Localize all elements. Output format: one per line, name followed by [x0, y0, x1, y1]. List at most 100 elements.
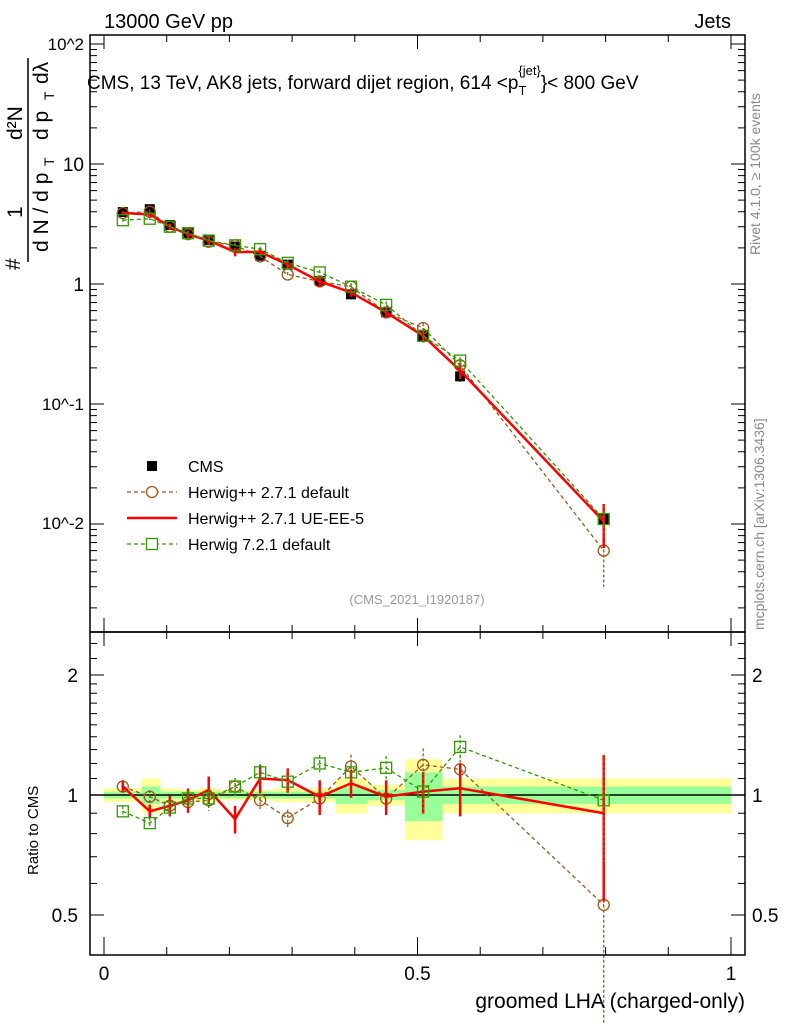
rivet-label: Rivet 4.1.0, ≥ 100k events	[747, 93, 763, 255]
analysis-label: (CMS_2021_I1920187)	[349, 592, 484, 607]
ratio-tick-label: 1	[67, 786, 78, 807]
ratio-tick-label-right: 0.5	[752, 906, 778, 927]
herwig-7-2-1-default-point	[253, 243, 267, 256]
mcplots-label: mcplots.cern.ch [arXiv:1306.3436]	[751, 418, 767, 630]
legend: CMS Herwig++ 2.7.1 default Herwig++ 2.7.1 …	[127, 459, 364, 554]
herwig-7-2-1-default-ratio-point	[281, 775, 294, 788]
y-tick-label-0.01: 10^-2	[42, 514, 84, 533]
herwig-2-7-1-ue-ee-5-ratio-point	[318, 795, 322, 799]
chart-title: CMS, 13 TeV, AK8 jets, forward dijet reg…	[87, 63, 639, 98]
title-post: }< 800 GeV	[541, 73, 639, 94]
ratio-tick-label: 2	[67, 666, 78, 687]
herwig-2-7-1-ue-ee-5-point	[318, 279, 322, 283]
cms-point	[230, 241, 241, 252]
y-tick-label-1: 1	[73, 275, 84, 296]
herwig-2-7-1-ue-ee-5-ratio-point	[233, 817, 237, 821]
herwig-2-7-1-ue-ee-5-point	[186, 232, 190, 236]
herwig-2-7-1-ue-ee-5-ratio-point	[207, 788, 211, 792]
herwig-2-7-1-ue-ee-5-ratio-point	[458, 786, 462, 790]
herwig-7-2-1-default-point	[181, 227, 195, 240]
herwig-7-2-1-default-ratio-point	[116, 805, 129, 818]
y-tick-label-0.1: 10^-1	[42, 395, 84, 414]
herwig-7-2-1-default-point	[202, 234, 215, 247]
herwig-7-2-1-default-ratio-line	[122, 746, 604, 824]
ratio-tick-label: 0.5	[52, 906, 78, 927]
herwig-2-7-1-ue-ee-5-ratio-line	[121, 777, 604, 822]
herwig-7-2-1-default-point	[597, 512, 610, 526]
herwig-7-2-1-default-ratio-point	[253, 766, 267, 779]
title-sub: T	[518, 83, 526, 98]
ylabel-t2: T	[41, 91, 57, 100]
ylabel-d2n: d²N	[4, 106, 27, 140]
legend-cms-label: CMS	[188, 459, 224, 476]
herwig-7-2-1-default-ratio-point	[202, 792, 215, 805]
x-axis-label: groomed LHA (charged-only)	[475, 990, 745, 1013]
y-tick-label-100: 10^2	[48, 35, 84, 54]
ylabel-num: 1	[4, 206, 27, 218]
herwig-2-7-1-default-point	[313, 275, 326, 288]
herwig-7-2-1-default-point	[163, 220, 176, 233]
x-tick-label: 1	[726, 964, 737, 985]
herwig-7-2-1-default-point	[116, 214, 129, 227]
ratio-tick-label-right: 2	[752, 666, 763, 687]
ylabel-hash: #	[2, 258, 25, 270]
herwig-7-2-1-default-point	[379, 298, 393, 312]
herwig-2-7-1-default-ratio-line	[122, 764, 605, 906]
ratio-y-label: Ratio to CMS	[25, 786, 42, 875]
herwig-2-7-1-default-line	[122, 211, 605, 552]
legend-herwig-2-7-1-default-marker	[145, 485, 159, 499]
herwig-2-7-1-default-ratio-point	[281, 811, 294, 825]
herwig-7-2-1-default-line	[122, 218, 605, 520]
herwig-7-2-1-default-ratio-point	[313, 757, 326, 770]
herwig-7-2-1-default-point	[143, 212, 156, 225]
herwig-2-7-1-ue-ee-5-ratio-point	[121, 785, 125, 789]
herwig-7-2-1-default-point	[281, 256, 294, 270]
herwig-2-7-1-ue-ee-5-ratio-point	[384, 795, 388, 799]
ratio-tick-label-right: 1	[752, 786, 763, 807]
herwig-2-7-1-default-ratio-point	[116, 780, 129, 793]
ylabel-den: d N / d p	[30, 173, 53, 252]
herwig-7-2-1-default-ratio-point	[344, 766, 358, 779]
herwig-2-7-1-default-ratio-point	[416, 758, 430, 772]
herwig-2-7-1-ue-ee-5-point	[458, 369, 462, 373]
legend-herwig-7-2-1-default-label: Herwig 7.2.1 default	[188, 537, 331, 554]
herwig-7-2-1-default-ratio-point	[181, 792, 195, 805]
legend-herwig-7-2-1-default-marker	[145, 537, 159, 551]
ylabel-dl: dλ	[30, 61, 53, 84]
herwig-7-2-1-default-ratio-point	[163, 801, 176, 814]
herwig-2-7-1-ue-ee-5-point	[384, 310, 388, 314]
y-tick-label-10: 10	[63, 155, 84, 176]
ylabel-t1: T	[41, 157, 57, 166]
header-right: Jets	[694, 11, 731, 33]
herwig-7-2-1-default-ratio-point	[228, 780, 242, 793]
legend-herwig-2-7-1-ue-ee-5-label: Herwig++ 2.7.1 UE-EE-5	[188, 511, 364, 528]
herwig-7-2-1-default-point	[416, 329, 430, 342]
herwig-7-2-1-default-point	[228, 239, 242, 252]
herwig-7-2-1-default-ratio-point	[597, 794, 610, 807]
herwig-2-7-1-ue-ee-5-ratio-point	[602, 811, 606, 815]
herwig-2-7-1-default-ratio-point	[143, 790, 156, 803]
herwig-7-2-1-default-ratio-point	[379, 761, 393, 774]
ylabel-dp: d p	[30, 111, 53, 140]
herwig-2-7-1-ue-ee-5-ratio-point	[349, 781, 353, 785]
herwig-2-7-1-default-ratio-point	[253, 794, 267, 807]
header-left: 13000 GeV pp	[104, 11, 233, 33]
y-axis-label: # 1 d N / d p T d²N d p T dλ	[2, 58, 57, 270]
legend-herwig-2-7-1-default-label: Herwig++ 2.7.1 default	[188, 485, 350, 502]
herwig-2-7-1-ue-ee-5-ratio-point	[148, 809, 152, 813]
title-text: CMS, 13 TeV, AK8 jets, forward dijet reg…	[87, 73, 518, 94]
herwig-7-2-1-default-point	[344, 280, 358, 293]
herwig-7-2-1-default-point	[453, 354, 467, 367]
herwig-7-2-1-default-ratio-point	[453, 740, 467, 754]
herwig-7-2-1-default-point	[313, 266, 326, 279]
herwig-2-7-1-ue-ee-5-point	[258, 250, 262, 254]
x-tick-label: 0	[99, 964, 110, 985]
herwig-7-2-1-default-ratio-point	[143, 816, 156, 830]
herwig-7-2-1-default-ratio-point	[416, 785, 430, 798]
x-tick-label: 0.5	[404, 964, 430, 985]
cms-point	[144, 204, 155, 215]
herwig-2-7-1-ue-ee-5-point	[121, 211, 125, 215]
title-sup: {jet}	[518, 63, 541, 78]
legend-cms-marker	[147, 461, 157, 471]
